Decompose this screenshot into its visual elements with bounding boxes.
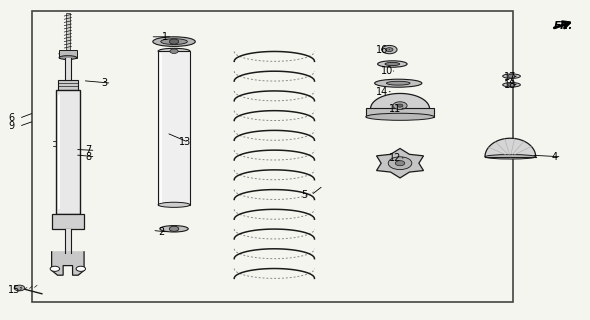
Circle shape <box>14 285 25 291</box>
Circle shape <box>395 161 405 166</box>
Text: FR.: FR. <box>553 20 573 31</box>
Circle shape <box>169 39 179 44</box>
Polygon shape <box>485 138 536 157</box>
Text: 2: 2 <box>158 227 165 237</box>
Text: 6: 6 <box>9 113 15 124</box>
Ellipse shape <box>375 79 422 87</box>
Bar <box>59 50 77 58</box>
Ellipse shape <box>153 37 195 46</box>
Text: 9: 9 <box>9 121 15 132</box>
Ellipse shape <box>160 226 188 232</box>
Bar <box>57 80 78 90</box>
Ellipse shape <box>158 202 190 207</box>
Ellipse shape <box>386 81 410 85</box>
Ellipse shape <box>485 155 536 159</box>
Circle shape <box>386 48 393 52</box>
Circle shape <box>393 102 407 109</box>
Bar <box>66 13 70 50</box>
Circle shape <box>397 104 403 107</box>
Circle shape <box>382 45 397 54</box>
Ellipse shape <box>503 83 520 87</box>
Circle shape <box>170 49 178 53</box>
Polygon shape <box>376 148 424 178</box>
Text: 15: 15 <box>8 284 21 295</box>
Bar <box>52 214 84 229</box>
Ellipse shape <box>59 56 77 60</box>
Text: 16: 16 <box>376 44 389 55</box>
Text: 17: 17 <box>504 72 517 82</box>
Ellipse shape <box>59 52 77 56</box>
Circle shape <box>169 226 179 231</box>
Ellipse shape <box>378 61 407 67</box>
Circle shape <box>508 83 515 87</box>
Circle shape <box>508 74 515 78</box>
Bar <box>56 90 80 214</box>
Text: 5: 5 <box>301 190 307 200</box>
Text: 13: 13 <box>179 137 191 148</box>
Text: 14: 14 <box>376 87 389 97</box>
Text: 3: 3 <box>101 78 107 88</box>
Polygon shape <box>371 93 430 109</box>
Text: 12: 12 <box>389 153 402 164</box>
Circle shape <box>76 266 86 271</box>
Text: 8: 8 <box>86 152 91 162</box>
Text: 10: 10 <box>381 66 393 76</box>
Text: 1: 1 <box>162 32 168 42</box>
Bar <box>366 108 434 117</box>
Circle shape <box>50 266 60 271</box>
Text: 11: 11 <box>389 104 402 115</box>
Text: 7: 7 <box>86 145 92 156</box>
Bar <box>65 229 71 253</box>
Bar <box>158 51 190 205</box>
Ellipse shape <box>366 113 434 120</box>
Text: 4: 4 <box>552 152 558 162</box>
Circle shape <box>388 157 412 170</box>
Polygon shape <box>52 251 84 275</box>
Bar <box>32 11 513 302</box>
Bar <box>65 58 71 80</box>
Text: 18: 18 <box>504 80 517 90</box>
Ellipse shape <box>158 48 190 54</box>
Ellipse shape <box>385 62 399 66</box>
Ellipse shape <box>503 74 520 78</box>
Ellipse shape <box>160 39 187 44</box>
